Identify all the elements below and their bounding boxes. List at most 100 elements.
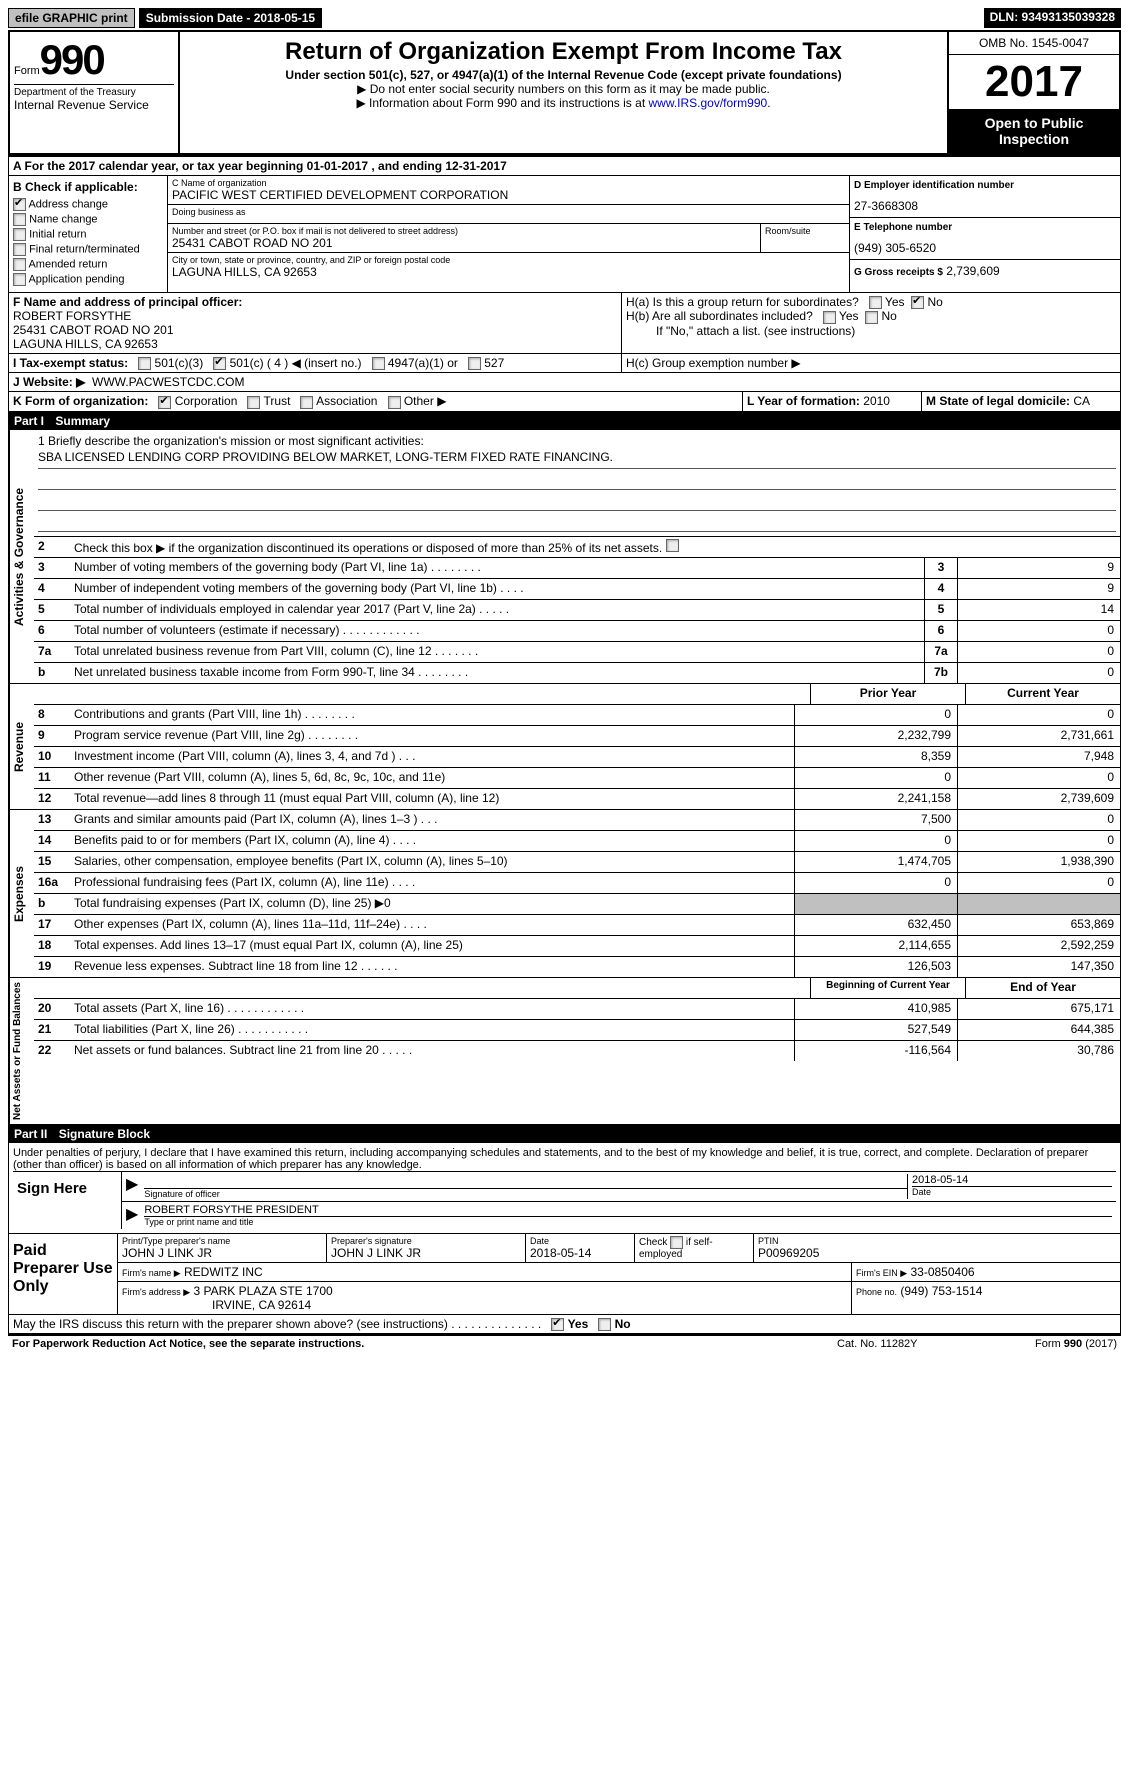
- revenue-body: Prior Year Current Year 8 Contributions …: [34, 684, 1120, 809]
- mission-line3: [38, 490, 1116, 511]
- checkbox-icon[interactable]: [372, 357, 385, 370]
- checkbox-icon[interactable]: [13, 213, 26, 226]
- header-right: OMB No. 1545-0047 2017 Open to Public In…: [947, 32, 1119, 153]
- checkbox-icon[interactable]: [823, 311, 836, 324]
- col-b: B Check if applicable: Address change Na…: [9, 176, 168, 292]
- eoy-header: End of Year: [965, 978, 1120, 998]
- cb-final-return: Final return/terminated: [13, 243, 163, 256]
- revenue-table: Revenue Prior Year Current Year 8 Contri…: [8, 684, 1121, 810]
- checkbox-icon[interactable]: [13, 273, 26, 286]
- checkbox-icon[interactable]: [869, 296, 882, 309]
- checkbox-icon[interactable]: [13, 198, 26, 211]
- footer-row: For Paperwork Reduction Act Notice, see …: [8, 1334, 1121, 1352]
- col-b-header: B Check if applicable:: [13, 180, 163, 194]
- checkbox-icon[interactable]: [13, 228, 26, 241]
- website-url: WWW.PACWESTCDC.COM: [92, 375, 244, 389]
- table-row: 18 Total expenses. Add lines 13–17 (must…: [34, 936, 1120, 957]
- rev-header-row: Prior Year Current Year: [34, 684, 1120, 705]
- table-row: 13 Grants and similar amounts paid (Part…: [34, 810, 1120, 831]
- firm-ein-cell: Firm's EIN ▶ 33-0850406: [852, 1263, 1120, 1281]
- checkbox-icon[interactable]: [213, 357, 226, 370]
- form-title: Return of Organization Exempt From Incom…: [184, 38, 943, 66]
- checkbox-icon[interactable]: [551, 1318, 564, 1331]
- mission-line4: [38, 511, 1116, 532]
- org-name: PACIFIC WEST CERTIFIED DEVELOPMENT CORPO…: [172, 188, 845, 202]
- vert-expenses: Expenses: [9, 810, 34, 977]
- top-bar: efile GRAPHIC print Submission Date - 20…: [8, 8, 1121, 28]
- cb-name-change: Name change: [13, 213, 163, 226]
- checkbox-icon[interactable]: [468, 357, 481, 370]
- sig-date-field: 2018-05-14 Date: [907, 1174, 1112, 1199]
- vert-revenue: Revenue: [9, 684, 34, 809]
- sign-here-label: Sign Here: [13, 1172, 121, 1229]
- mission-line2: [38, 469, 1116, 490]
- checkbox-icon[interactable]: [158, 396, 171, 409]
- table-row: 8 Contributions and grants (Part VIII, l…: [34, 705, 1120, 726]
- prep-row-1: Print/Type preparer's name JOHN J LINK J…: [118, 1234, 1120, 1263]
- phone-block: E Telephone number (949) 305-6520: [850, 218, 1120, 260]
- name-title-val: ROBERT FORSYTHE PRESIDENT: [144, 1204, 1112, 1217]
- officer-addr2: LAGUNA HILLS, CA 92653: [13, 337, 617, 351]
- sig-officer-label: Signature of officer: [144, 1189, 907, 1199]
- table-row: 3 Number of voting members of the govern…: [34, 558, 1120, 579]
- firm-phone-cell: Phone no. (949) 753-1514: [852, 1282, 1120, 1314]
- open-public: Open to Public Inspection: [949, 109, 1119, 153]
- item2-row: 2 Check this box ▶ if the organization d…: [34, 537, 1120, 558]
- cb-application-pending: Application pending: [13, 273, 163, 286]
- vert-netassets: Net Assets or Fund Balances: [9, 978, 34, 1124]
- mission-label: 1 Briefly describe the organization's mi…: [38, 434, 1116, 448]
- dba-block: Doing business as: [168, 205, 849, 224]
- firm-name-cell: Firm's name ▶ REDWITZ INC: [118, 1263, 852, 1281]
- mission-block: 1 Briefly describe the organization's mi…: [34, 430, 1120, 537]
- checkbox-icon[interactable]: [300, 396, 313, 409]
- ein-label: D Employer identification number: [854, 180, 1116, 191]
- firm-addr-cell: Firm's address ▶ 3 PARK PLAZA STE 1700 I…: [118, 1282, 852, 1314]
- checkbox-icon[interactable]: [865, 311, 878, 324]
- checkbox-icon[interactable]: [13, 243, 26, 256]
- table-row: 20 Total assets (Part X, line 16) . . . …: [34, 999, 1120, 1020]
- prep-name-cell: Print/Type preparer's name JOHN J LINK J…: [118, 1234, 327, 1262]
- table-row: 17 Other expenses (Part IX, column (A), …: [34, 915, 1120, 936]
- mission-text: SBA LICENSED LENDING CORP PROVIDING BELO…: [38, 448, 1116, 469]
- current-year-header: Current Year: [965, 684, 1120, 704]
- address-block: Number and street (or P.O. box if mail i…: [168, 224, 849, 253]
- sign-here-right: ▶ Signature of officer 2018-05-14 Date ▶…: [121, 1172, 1116, 1229]
- cb-amended: Amended return: [13, 258, 163, 271]
- sig-date-label: Date: [912, 1187, 1112, 1197]
- irs-link[interactable]: www.IRS.gov/form990: [648, 96, 767, 110]
- discuss-row: May the IRS discuss this return with the…: [8, 1315, 1121, 1334]
- header-note1: ▶ Do not enter social security numbers o…: [184, 82, 943, 96]
- checkbox-icon[interactable]: [247, 396, 260, 409]
- checkbox-icon[interactable]: [666, 539, 679, 552]
- checkbox-icon[interactable]: [670, 1236, 683, 1249]
- checkbox-icon[interactable]: [598, 1318, 611, 1331]
- netassets-table: Net Assets or Fund Balances Beginning of…: [8, 978, 1121, 1125]
- row-a-text: A For the 2017 calendar year, or tax yea…: [9, 157, 1120, 176]
- table-row: b Total fundraising expenses (Part IX, c…: [34, 894, 1120, 915]
- part1-header: Part I Summary: [8, 412, 1121, 430]
- submission-tab: Submission Date - 2018-05-15: [139, 8, 322, 28]
- hb-row: H(b) Are all subordinates included? Yes …: [626, 309, 1116, 323]
- checkbox-icon[interactable]: [138, 357, 151, 370]
- city: LAGUNA HILLS, CA 92653: [172, 265, 845, 279]
- expenses-table: Expenses 13 Grants and similar amounts p…: [8, 810, 1121, 978]
- dept-treasury: Department of the Treasury: [14, 84, 174, 98]
- checkbox-icon[interactable]: [388, 396, 401, 409]
- city-block: City or town, state or province, country…: [168, 253, 849, 281]
- hc-row: H(c) Group exemption number ▶: [622, 354, 1120, 372]
- table-row: 14 Benefits paid to or for members (Part…: [34, 831, 1120, 852]
- table-row: 7a Total unrelated business revenue from…: [34, 642, 1120, 663]
- sig-officer-field: Signature of officer: [144, 1174, 907, 1199]
- name-title-field: ROBERT FORSYTHE PRESIDENT Type or print …: [144, 1204, 1112, 1227]
- city-label: City or town, state or province, country…: [172, 255, 845, 265]
- paid-preparer-block: Paid Preparer Use Only Print/Type prepar…: [8, 1234, 1121, 1315]
- table-row: 5 Total number of individuals employed i…: [34, 600, 1120, 621]
- checkbox-icon[interactable]: [13, 258, 26, 271]
- form-org-left: K Form of organization: Corporation Trus…: [9, 392, 743, 410]
- checkbox-icon[interactable]: [911, 296, 924, 309]
- gross-label: G Gross receipts $: [854, 267, 943, 278]
- prep-check-cell: Check if self-employed: [635, 1234, 754, 1262]
- street: 25431 CABOT ROAD NO 201: [172, 236, 756, 250]
- table-row: 12 Total revenue—add lines 8 through 11 …: [34, 789, 1120, 809]
- hb-note: If "No," attach a list. (see instruction…: [626, 324, 1116, 338]
